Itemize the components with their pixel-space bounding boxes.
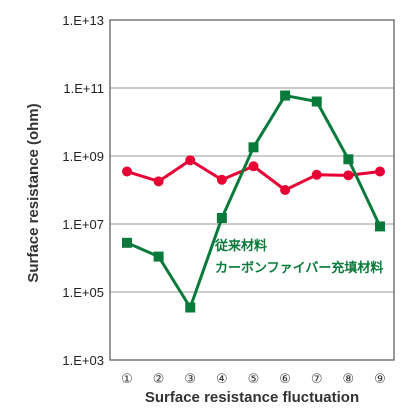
x-tick-label: ⑤ bbox=[248, 372, 260, 387]
series-1 bbox=[122, 90, 385, 313]
x-tick-label: ① bbox=[121, 372, 133, 387]
data-point bbox=[311, 169, 322, 180]
x-tick-label: ③ bbox=[184, 372, 196, 387]
data-point bbox=[375, 166, 385, 177]
x-tick-label: ⑧ bbox=[343, 372, 355, 387]
plot-frame bbox=[109, 19, 395, 361]
annotation-carbon-fiber-material: カーボンファイバー充填材料 bbox=[215, 260, 383, 276]
data-point bbox=[122, 237, 132, 248]
data-point bbox=[216, 174, 227, 185]
grid-lines bbox=[110, 19, 394, 361]
y-tick-label: 1.E+11 bbox=[63, 81, 104, 96]
data-point bbox=[153, 176, 164, 187]
y-tick-label: 1.E+05 bbox=[62, 285, 104, 300]
y-tick-label: 1.E+09 bbox=[62, 149, 104, 164]
x-tick-label: ⑨ bbox=[374, 372, 386, 387]
data-point bbox=[280, 185, 291, 195]
x-tick-label: ⑦ bbox=[311, 372, 323, 387]
x-tick-labels: ① ② ③ ④ ⑤ ⑥ ⑦ ⑧ ⑨ bbox=[121, 372, 386, 387]
x-tick-label: ⑥ bbox=[279, 372, 291, 387]
data-point bbox=[122, 166, 132, 177]
y-tick-label: 1.E+03 bbox=[62, 353, 104, 368]
data-point bbox=[153, 251, 164, 262]
data-point bbox=[248, 142, 259, 153]
x-axis-title: Surface resistance fluctuation bbox=[145, 389, 359, 406]
data-point bbox=[185, 302, 196, 313]
y-tick-label: 1.E+13 bbox=[62, 13, 104, 28]
annotation-conventional-material: 従来材料 bbox=[214, 238, 267, 254]
data-point bbox=[343, 170, 354, 181]
data-point bbox=[216, 213, 227, 224]
y-axis-title: Surface resistance (ohm) bbox=[25, 103, 42, 282]
y-tick-label: 1.E+07 bbox=[62, 217, 104, 232]
x-tick-label: ④ bbox=[216, 372, 228, 387]
x-tick-label: ② bbox=[153, 372, 165, 387]
series-0 bbox=[122, 155, 385, 195]
data-point bbox=[375, 221, 385, 232]
data-series bbox=[122, 90, 385, 313]
y-tick-labels: 1.E+13 1.E+11 1.E+09 1.E+07 1.E+05 1.E+03 bbox=[62, 13, 104, 368]
data-point bbox=[280, 90, 291, 101]
data-point bbox=[311, 96, 322, 107]
data-point bbox=[248, 161, 259, 172]
data-point bbox=[343, 154, 354, 165]
data-point bbox=[185, 155, 196, 166]
